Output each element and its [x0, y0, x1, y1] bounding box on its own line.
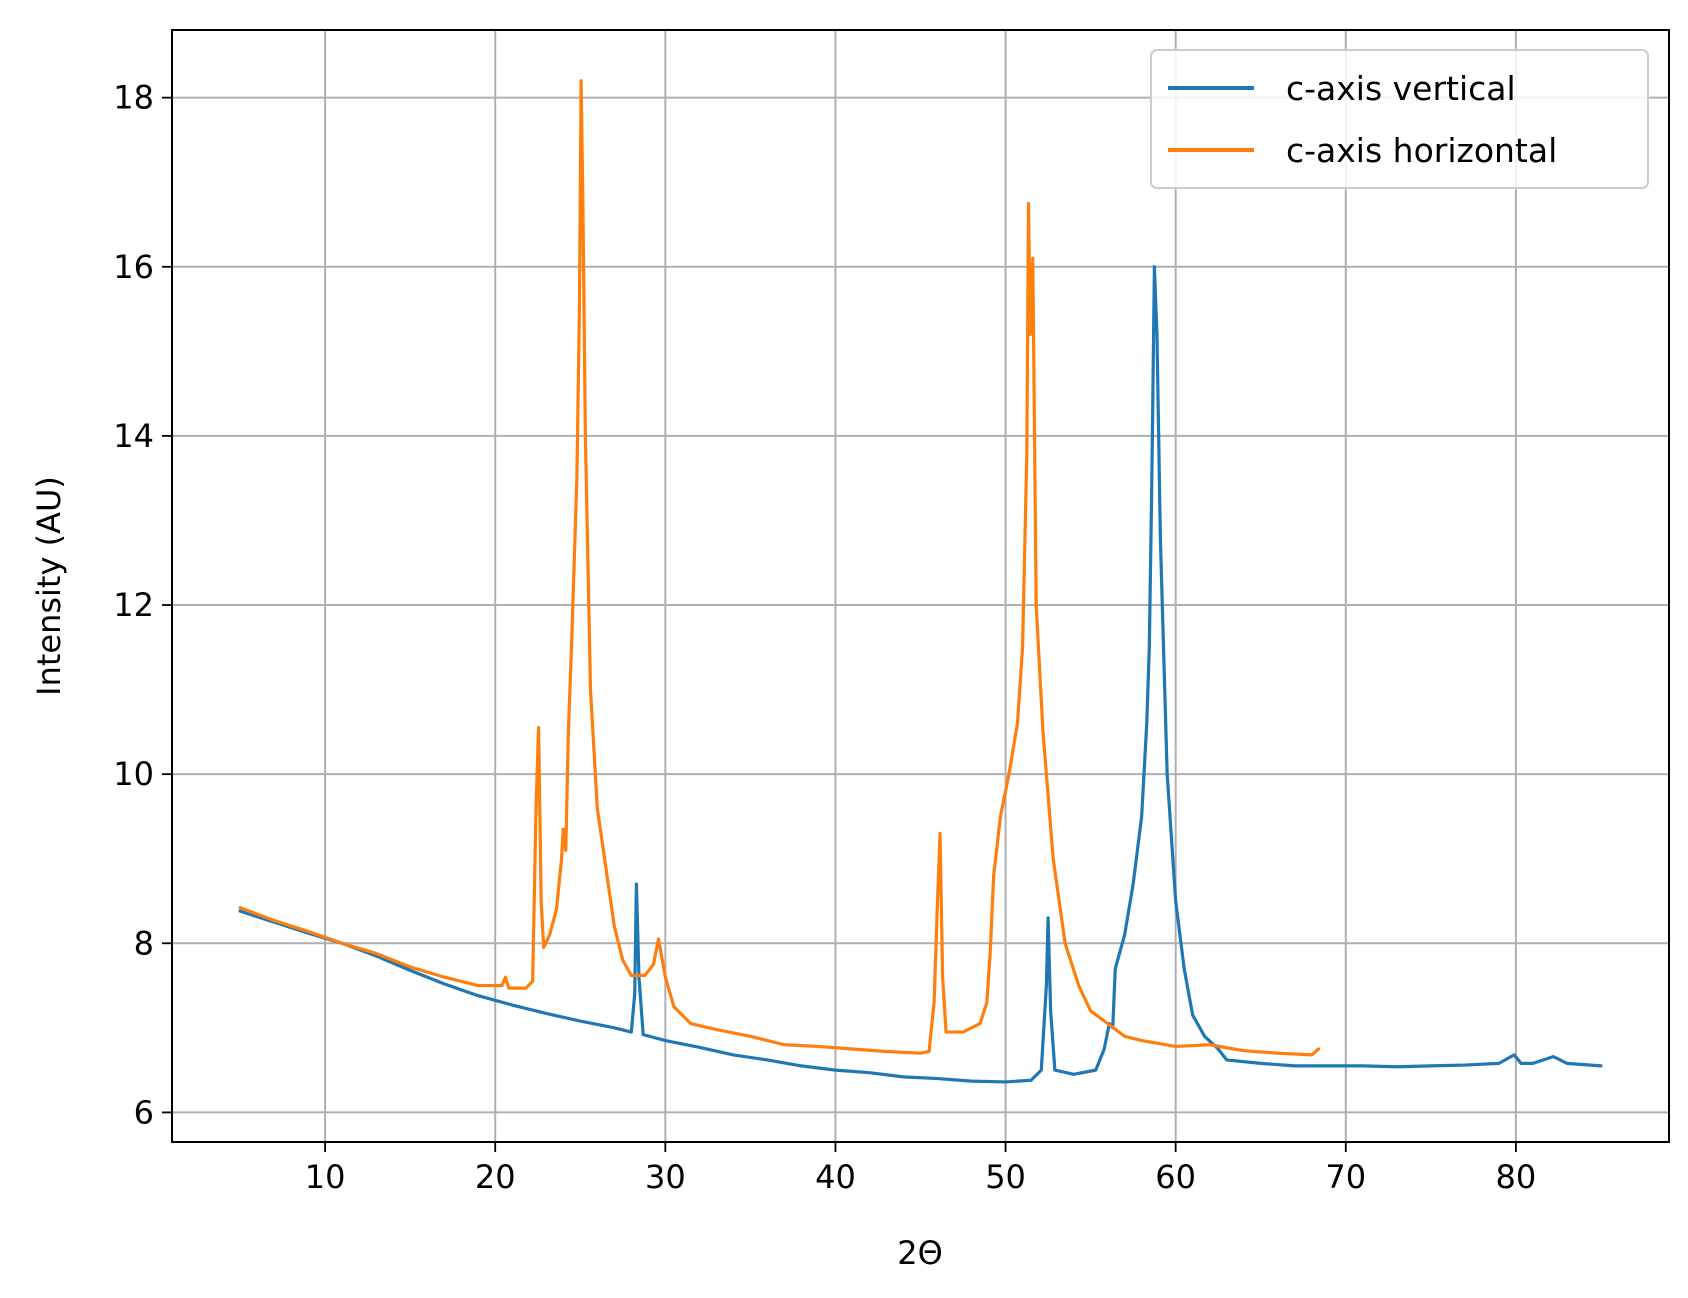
y-tick-label: 12	[113, 586, 154, 624]
x-tick-label: 40	[815, 1158, 856, 1196]
series-layer	[238, 79, 1603, 1084]
series-line-1	[238, 265, 1603, 1084]
y-tick-label: 16	[113, 248, 154, 286]
grid	[172, 30, 1669, 1142]
x-tick-label: 60	[1155, 1158, 1196, 1196]
legend: c-axis vertical c-axis horizontal	[1150, 49, 1649, 189]
plot-frame	[171, 29, 1670, 1143]
y-tick-label: 6	[134, 1093, 154, 1131]
x-tick-label: 10	[305, 1158, 346, 1196]
legend-entry: c-axis horizontal	[1286, 131, 1557, 170]
y-tick-label: 14	[113, 417, 154, 455]
y-axis-label: Intensity (AU)	[30, 476, 68, 696]
x-tick-label: 50	[985, 1158, 1026, 1196]
legend-frame	[1150, 49, 1649, 189]
y-tick-label: 18	[113, 79, 154, 117]
legend-entry: c-axis vertical	[1286, 69, 1516, 108]
x-tick-label: 30	[645, 1158, 686, 1196]
y-tick-label: 8	[134, 924, 154, 962]
x-tick-label: 80	[1496, 1158, 1537, 1196]
series-line-2	[238, 79, 1321, 1057]
x-tick-label: 20	[475, 1158, 516, 1196]
x-tick-label: 70	[1325, 1158, 1366, 1196]
y-tick-label: 10	[113, 755, 154, 793]
plot-area	[172, 30, 1669, 1142]
ticks: 10 20 30 40 50 60 70 80 6 8 10 12 14 16 18	[113, 79, 1536, 1196]
x-axis-label: 2Θ	[897, 1234, 943, 1272]
